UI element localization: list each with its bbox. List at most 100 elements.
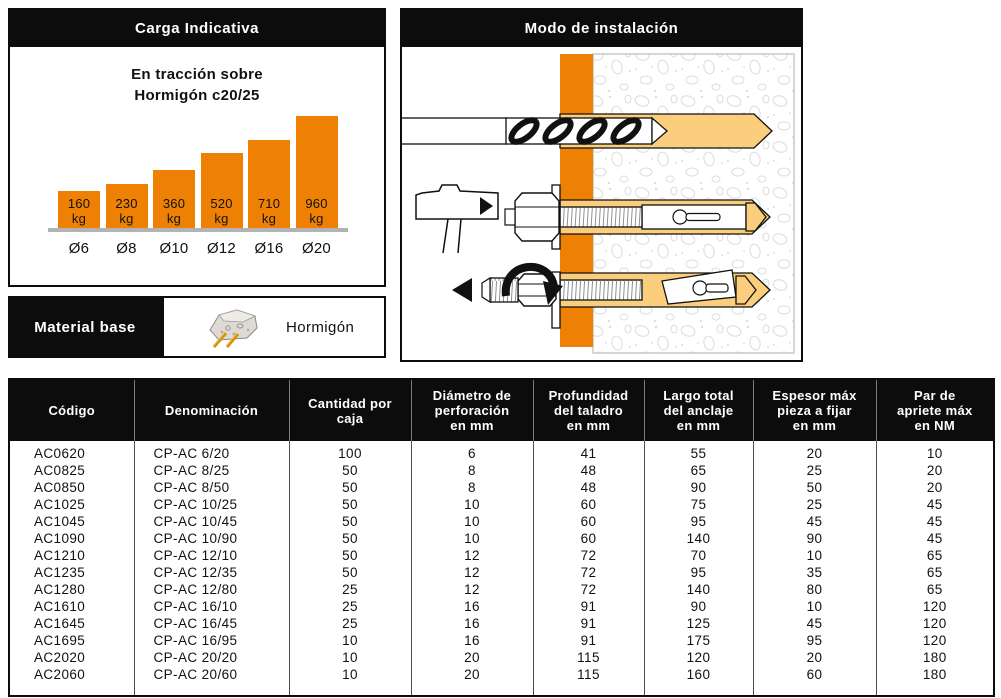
table-cell: 120 [922,633,947,648]
chart-bar: 710 kg [248,140,290,228]
column-header: Código [9,379,135,441]
spec-table-wrap: Código Denominación Cantidad por caja Diáme… [8,378,995,697]
material-base-label: Material base [8,296,162,358]
table-cell: 60 [753,666,877,696]
table-cell: 50 [289,496,412,513]
table-cell: 8 [411,462,534,479]
table-cell: 90 [644,479,754,496]
material-base-bar: Material base Hormigón [8,296,386,358]
hammer-icon [415,184,499,254]
table-cell: 125 [644,615,754,632]
table-cell: 20 [926,463,943,478]
table-cell: 180 [922,667,947,682]
table-row: AC2060 CP-AC 20/60 10 20 115 160 60 180 [9,666,994,696]
chart-bar: 360 kg [153,170,195,228]
chart-baseline [48,228,348,232]
column-header: Espesor máx pieza a fijar en mm [753,379,877,441]
table-cell: 35 [753,564,877,581]
table-cell: 65 [926,565,943,580]
table-cell: CP-AC 8/25 [134,462,290,479]
table-cell: 25 [753,496,877,513]
table-cell: CP-AC 20/20 [134,649,290,666]
table-row: AC1090 CP-AC 10/90 50 10 60 140 90 45 [9,530,994,547]
table-cell: CP-AC 16/10 [134,598,290,615]
table-cell: CP-AC 12/10 [134,547,290,564]
table-cell: 10 [411,530,534,547]
table-cell: 12 [411,547,534,564]
table-cell: AC0620 [9,441,135,462]
table-cell: 20 [411,649,534,666]
axis-tick-label: Ø8 [116,240,137,257]
table-cell: 50 [289,530,412,547]
installation-diagram-svg [398,53,795,354]
table-cell: 72 [533,564,645,581]
table-row: AC1280 CP-AC 12/80 25 12 72 140 80 65 [9,581,994,598]
table-cell: CP-AC 16/95 [134,632,290,649]
table-cell: 45 [753,513,877,530]
table-cell: 72 [533,581,645,598]
table-cell: AC2060 [9,666,135,696]
installation-diagram [398,47,801,360]
table-row: AC2020 CP-AC 20/20 10 20 115 120 20 180 [9,649,994,666]
table-cell: 45 [926,497,943,512]
table-cell: 65 [926,582,943,597]
table-cell: 120 [922,599,947,614]
table-cell: 12 [411,564,534,581]
column-header: Par de apriete máx en NM [876,379,994,441]
concrete-icon [209,309,258,348]
table-cell: CP-AC 12/80 [134,581,290,598]
table-cell: 10 [411,496,534,513]
table-row: AC1695 CP-AC 16/95 10 16 91 175 95 120 [9,632,994,649]
table-row: AC1235 CP-AC 12/35 50 12 72 95 35 65 [9,564,994,581]
chart-subtitle: En tracción sobre Hormigón c20/25 [131,66,263,104]
table-cell: CP-AC 6/20 [134,441,290,462]
table-cell: AC1045 [9,513,135,530]
table-cell: 50 [289,462,412,479]
table-cell: CP-AC 10/45 [134,513,290,530]
column-header: Cantidad por caja [289,379,412,441]
load-panel-title: Carga Indicativa [10,10,384,47]
table-cell: 95 [644,513,754,530]
table-cell: 25 [289,598,412,615]
load-chart: En tracción sobre Hormigón c20/25 160 kg… [10,47,384,285]
table-cell: 6 [411,441,534,462]
table-cell: 16 [411,615,534,632]
table-cell: 25 [289,581,412,598]
table-cell: 65 [926,548,943,563]
table-cell: CP-AC 8/50 [134,479,290,496]
table-cell: AC0850 [9,479,135,496]
table-cell: 10 [926,446,943,461]
table-row: AC0620 CP-AC 6/20 100 6 41 55 20 10 [9,441,994,462]
bar-value-label: 160 kg [67,196,91,226]
table-cell: 10 [289,632,412,649]
axis-tick-label: Ø20 [302,240,331,257]
chart-bar: 520 kg [200,153,243,228]
table-cell: 100 [289,441,412,462]
bar-value-label: 960 kg [305,196,328,226]
table-cell: 41 [533,441,645,462]
table-cell: 140 [644,530,754,547]
bar-value-label: 520 kg [210,196,233,226]
table-cell: 115 [533,649,645,666]
table-header-row: Código Denominación Cantidad por caja Diáme… [9,379,994,441]
anchor-bolt-inserted [504,184,771,250]
axis-tick-label: Ø6 [68,240,90,257]
axis-tick-label: Ø10 [159,240,189,257]
table-cell: 50 [289,547,412,564]
table-cell: AC1610 [9,598,135,615]
table-row: AC0825 CP-AC 8/25 50 8 48 65 25 20 [9,462,994,479]
table-cell: 50 [289,513,412,530]
table-cell: CP-AC 10/90 [134,530,290,547]
table-cell: 160 [644,666,754,696]
chart-bar: 160 kg [58,191,100,228]
table-cell: 90 [644,598,754,615]
table-cell: 50 [289,564,412,581]
table-cell: AC1280 [9,581,135,598]
table-row: AC1025 CP-AC 10/25 50 10 60 75 25 45 [9,496,994,513]
table-row: AC1645 CP-AC 16/45 25 16 91 125 45 120 [9,615,994,632]
table-cell: 55 [644,441,754,462]
table-cell: 20 [411,666,534,696]
table-cell: 10 [411,513,534,530]
installation-panel-title: Modo de instalación [402,10,801,47]
table-cell: AC1025 [9,496,135,513]
